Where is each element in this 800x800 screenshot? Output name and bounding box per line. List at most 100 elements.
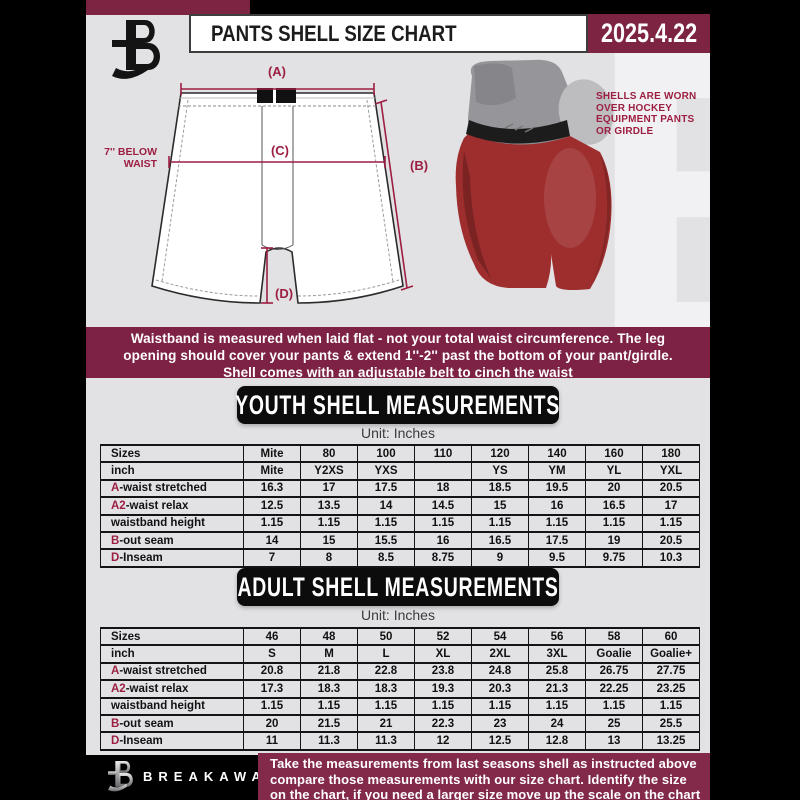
size-cell: 12.8 (528, 731, 586, 751)
photo-caption: SHELLS ARE WORN OVER HOCKEY EQUIPMENT PA… (596, 91, 726, 137)
table-row: waistband height 1.15 1.15 1.15 1.15 1.15 1.15… (100, 696, 700, 716)
size-cell: 1.15 (357, 513, 415, 533)
photo-caption-line2: OVER HOCKEY (596, 102, 673, 114)
size-cell: 16 (414, 530, 472, 551)
measurement-notice-banner: Waistband is measured when laid flat - n… (86, 327, 710, 380)
size-cell: 1.15 (471, 513, 529, 533)
breakaway-footer-logo-icon (108, 761, 133, 792)
size-cell: 16.5 (585, 496, 643, 516)
measure-label-c: (C) (271, 143, 289, 158)
size-cell: 25 (585, 713, 643, 734)
size-cell: 56 (528, 626, 586, 647)
measure-prefix: A (111, 665, 120, 678)
table-row: waistband height 1.15 1.15 1.15 1.15 1.15 1.15… (100, 513, 700, 533)
size-cell: 22.8 (357, 661, 415, 682)
row-label: inch (100, 644, 244, 664)
size-cell: 22.3 (414, 713, 472, 734)
size-cell: 16 (528, 496, 586, 516)
measure-label-d: (D) (275, 286, 293, 301)
size-cell: 14.5 (414, 496, 472, 516)
size-cell: 1.15 (528, 513, 586, 533)
measure-prefix: D (111, 735, 120, 747)
measure-prefix: A2 (111, 682, 126, 695)
date-text: 2025.4.22 (600, 18, 698, 48)
size-cell: 50 (357, 626, 415, 647)
size-cell: 18 (414, 478, 472, 499)
size-cell: 23.25 (642, 679, 700, 699)
size-cell: YS (471, 461, 529, 481)
size-cell: 1.15 (300, 696, 358, 716)
size-cell: 9.75 (585, 548, 643, 568)
size-cell: 14 (243, 530, 301, 551)
size-cell: 1.15 (243, 513, 301, 533)
size-cell: 19.5 (528, 478, 586, 499)
table-row: A2-waist relax 12.5 13.5 14 14.5 15 16 16.5 17 (100, 496, 700, 516)
size-cell: 24.8 (471, 661, 529, 682)
row-label: D-Inseam (100, 548, 244, 568)
size-cell: 26.75 (585, 661, 643, 682)
row-label: waistband height (100, 513, 244, 533)
size-cell: Mite (243, 443, 301, 464)
photo-caption-line4: OR GIRDLE (596, 125, 654, 137)
table-row: Sizes 46 48 50 52 54 56 58 60 (100, 626, 700, 647)
size-cell: 27.75 (642, 661, 700, 682)
row-label: B-out seam (100, 713, 244, 734)
table-row: A-waist stretched 20.8 21.8 22.8 23.8 24.8 25.… (100, 661, 700, 682)
size-cell: XL (414, 644, 472, 664)
size-cell: 12 (414, 731, 472, 751)
size-cell: 13.5 (300, 496, 358, 516)
size-cell: 15 (300, 530, 358, 551)
size-cell: YXL (642, 461, 700, 481)
size-cell: 12.5 (243, 496, 301, 516)
size-cell: 60 (642, 626, 700, 647)
table-row: Sizes Mite 80 100 110 120 140 160 180 (100, 443, 700, 464)
table-row: A2-waist relax 17.3 18.3 18.3 19.3 20.3 21.3 22… (100, 679, 700, 699)
notice-line2: opening should cover your pants & extend… (123, 348, 673, 363)
size-cell: 18.5 (471, 478, 529, 499)
size-cell: YXS (357, 461, 415, 481)
size-cell: 1.15 (243, 696, 301, 716)
date-badge: 2025.4.22 (588, 14, 710, 53)
measure-prefix: D (111, 552, 120, 564)
size-cell: 17.3 (243, 679, 301, 699)
photo-caption-line3: EQUIPMENT PANTS (596, 114, 695, 125)
youth-size-table: Sizes Mite 80 100 110 120 140 160 180 inch Mite Y2X… (100, 443, 700, 568)
size-cell: 17 (642, 496, 700, 516)
size-cell: 20.5 (642, 478, 700, 499)
row-label: inch (100, 461, 244, 481)
youth-unit-label: Unit: Inches (361, 425, 435, 441)
row-label: D-Inseam (100, 731, 244, 751)
measure-prefix: B (111, 534, 120, 547)
size-cell: 16.5 (471, 530, 529, 551)
shorts-diagram: (A) (B) (C) (D) (151, 64, 428, 304)
size-cell: 10.3 (642, 548, 700, 568)
youth-section-banner: YOUTH SHELL MEASUREMENTS (236, 386, 560, 424)
size-cell: 1.15 (414, 513, 472, 533)
size-cell: 1.15 (642, 513, 700, 533)
size-cell: Y2XS (300, 461, 358, 481)
size-cell: 25.5 (642, 713, 700, 734)
size-cell: 12.5 (471, 731, 529, 751)
size-cell: 21.8 (300, 661, 358, 682)
size-cell: 54 (471, 626, 529, 647)
size-cell: 8.75 (414, 548, 472, 568)
page-title: PANTS SHELL SIZE CHART (211, 20, 457, 46)
size-cell: M (300, 644, 358, 664)
adult-size-table: Sizes 46 48 50 52 54 56 58 60 inch S M L XL 2XL 3XL Goal… (100, 626, 700, 751)
size-cell: 120 (471, 443, 529, 464)
row-label: Sizes (100, 443, 244, 464)
table-row: D-Inseam 7 8 8.5 8.75 9 9.5 9.75 10.3 (100, 548, 700, 568)
size-cell: 3XL (528, 644, 586, 664)
measure-label-a: (A) (268, 64, 286, 79)
size-cell: 110 (414, 443, 472, 464)
size-cell: 1.15 (471, 696, 529, 716)
measure-prefix: B (111, 717, 120, 730)
waist-note: 7'' BELOW WAIST (95, 146, 157, 170)
size-cell: 15.5 (357, 530, 415, 551)
row-label: A-waist stretched (100, 478, 244, 499)
page-title-box: PANTS SHELL SIZE CHART (189, 14, 588, 53)
size-cell: 80 (300, 443, 358, 464)
size-cell: 46 (243, 626, 301, 647)
size-cell: 13.25 (642, 731, 700, 751)
size-cell: 20 (585, 478, 643, 499)
